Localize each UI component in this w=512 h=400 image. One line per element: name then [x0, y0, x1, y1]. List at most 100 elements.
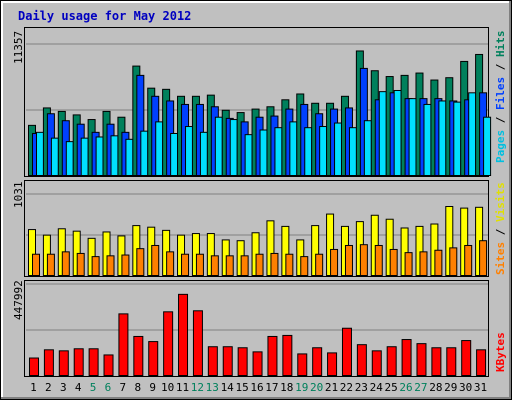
- bar-sites-20: [315, 253, 324, 277]
- bar-sites-12: [195, 253, 204, 277]
- bar-pages-7: [125, 138, 134, 177]
- x-tick-label: 29: [444, 381, 457, 394]
- bar-pages-6: [110, 135, 119, 176]
- x-tick-label: 27: [414, 381, 427, 394]
- bar-pages-24: [378, 91, 387, 176]
- x-tick-label: 17: [265, 381, 278, 394]
- bar-sites-15: [240, 255, 249, 276]
- bevel-left: [1, 1, 3, 399]
- legend-visits-panel: Sites / Visits: [494, 182, 507, 275]
- bar-kbytes-21: [327, 352, 338, 377]
- x-tick-label: 31: [474, 381, 487, 394]
- bar-sites-16: [255, 253, 264, 277]
- bar-pages-28: [438, 100, 447, 176]
- bar-sites-30: [464, 244, 473, 276]
- bar-sites-13: [210, 255, 219, 276]
- bar-pages-12: [199, 131, 208, 176]
- bar-pages-16: [259, 129, 268, 176]
- bar-pages-27: [423, 103, 432, 176]
- bar-pages-29: [453, 101, 462, 176]
- bar-sites-19: [300, 256, 309, 277]
- bar-kbytes-14: [222, 346, 233, 377]
- x-tick-label: 5: [90, 381, 97, 394]
- bar-kbytes-31: [476, 349, 487, 377]
- bevel-right: [509, 1, 511, 399]
- bar-pages-30: [468, 92, 477, 176]
- bar-pages-25: [393, 89, 402, 176]
- bar-pages-19: [304, 127, 313, 176]
- bar-pages-26: [408, 98, 417, 176]
- bar-kbytes-18: [282, 334, 293, 376]
- bar-kbytes-25: [386, 346, 397, 377]
- x-tick-label: 9: [149, 381, 156, 394]
- x-tick-label: 4: [75, 381, 82, 394]
- bar-kbytes-15: [237, 347, 248, 376]
- bar-sites-1: [32, 253, 40, 277]
- bar-kbytes-7: [118, 313, 129, 377]
- chart-title: Daily usage for May 2012: [18, 9, 191, 23]
- bar-pages-20: [319, 126, 328, 176]
- bar-sites-27: [419, 251, 428, 277]
- bar-pages-1: [36, 131, 44, 176]
- bar-sites-23: [359, 244, 368, 277]
- bar-kbytes-22: [341, 327, 352, 376]
- panel-visits-frame: [24, 180, 489, 277]
- x-tick-label: 13: [206, 381, 219, 394]
- bar-kbytes-10: [163, 311, 174, 376]
- bar-sites-17: [270, 252, 279, 276]
- x-tick-label: 30: [459, 381, 472, 394]
- bar-sites-8: [136, 248, 145, 276]
- visits-ymax-label: 1031: [12, 182, 25, 209]
- bar-kbytes-17: [267, 335, 278, 377]
- x-tick-label: 10: [161, 381, 174, 394]
- bar-sites-24: [374, 244, 383, 276]
- bar-kbytes-16: [252, 351, 263, 376]
- bar-kbytes-28: [431, 347, 442, 376]
- bar-pages-3: [65, 141, 74, 176]
- bar-sites-3: [61, 251, 70, 277]
- bar-kbytes-8: [133, 335, 144, 377]
- x-tick-label: 15: [235, 381, 248, 394]
- hits-ymax-label: 11357: [12, 31, 25, 64]
- panel-kbytes-frame: [24, 280, 489, 377]
- bar-kbytes-19: [297, 353, 308, 376]
- bar-kbytes-6: [103, 354, 114, 376]
- bar-sites-11: [181, 253, 190, 277]
- x-tick-label: 24: [370, 381, 384, 394]
- x-tick-label: 8: [134, 381, 141, 394]
- legend-pages: Pages: [494, 130, 507, 163]
- bar-pages-11: [185, 126, 194, 176]
- legend-sites: Sites: [494, 242, 507, 275]
- bar-sites-26: [404, 252, 413, 276]
- legend-hits: Hits: [494, 31, 507, 58]
- x-tick-label: 12: [191, 381, 204, 394]
- x-tick-label: 26: [399, 381, 412, 394]
- bar-kbytes-2: [43, 349, 54, 377]
- bar-kbytes-20: [312, 347, 323, 376]
- legend-hits-panel: Pages / Files / Hits: [494, 31, 507, 164]
- bar-kbytes-4: [73, 348, 84, 376]
- x-tick-label: 3: [60, 381, 67, 394]
- bevel-bottom: [1, 397, 511, 399]
- bar-sites-28: [434, 249, 443, 276]
- x-tick-label: 21: [325, 381, 338, 394]
- x-tick-label: 28: [429, 381, 442, 394]
- bar-sites-4: [76, 252, 85, 276]
- x-axis-labels: 1 2 3 4 5 6 7 8 9 10 11 12 13 14 15 16 17 18 19 20 21 22 23 24 2…: [30, 381, 487, 394]
- bar-kbytes-12: [192, 310, 203, 377]
- bar-sites-18: [285, 253, 294, 277]
- bar-sites-21: [330, 248, 339, 277]
- bar-pages-13: [214, 116, 223, 177]
- x-tick-label: 23: [355, 381, 368, 394]
- bar-sites-10: [166, 251, 175, 277]
- bar-sites-29: [449, 247, 458, 276]
- bar-kbytes-13: [207, 346, 218, 377]
- kbytes-ymax-label: 447992: [12, 280, 25, 320]
- bar-pages-10: [170, 132, 179, 176]
- bar-sites-31: [479, 240, 488, 276]
- bar-kbytes-30: [461, 340, 472, 376]
- bar-pages-18: [289, 121, 298, 176]
- x-tick-label: 14: [221, 381, 235, 394]
- legend-visits: Visits: [494, 182, 507, 222]
